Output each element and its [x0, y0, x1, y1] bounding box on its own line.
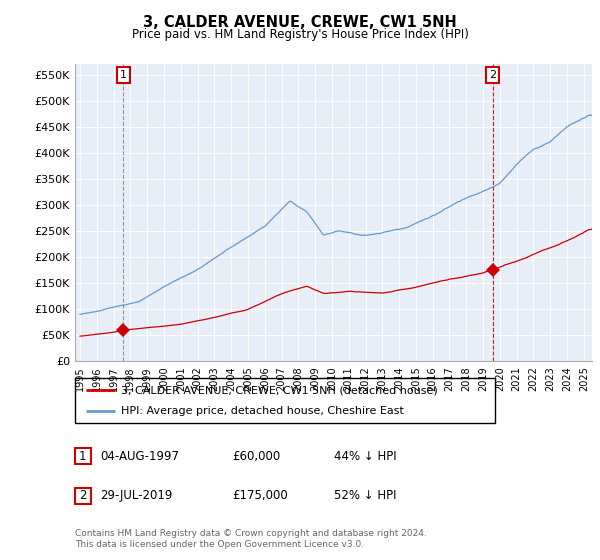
Text: 2: 2 [489, 70, 496, 80]
Text: 29-JUL-2019: 29-JUL-2019 [100, 489, 173, 502]
Text: 44% ↓ HPI: 44% ↓ HPI [334, 450, 397, 463]
Text: 52% ↓ HPI: 52% ↓ HPI [334, 489, 397, 502]
Text: Contains HM Land Registry data © Crown copyright and database right 2024.
This d: Contains HM Land Registry data © Crown c… [75, 529, 427, 549]
Text: 2: 2 [79, 489, 86, 502]
Text: Price paid vs. HM Land Registry's House Price Index (HPI): Price paid vs. HM Land Registry's House … [131, 28, 469, 41]
Text: £60,000: £60,000 [232, 450, 280, 463]
Text: 04-AUG-1997: 04-AUG-1997 [100, 450, 179, 463]
Text: £175,000: £175,000 [232, 489, 288, 502]
Text: 3, CALDER AVENUE, CREWE, CW1 5NH (detached house): 3, CALDER AVENUE, CREWE, CW1 5NH (detach… [121, 385, 438, 395]
Text: 1: 1 [120, 70, 127, 80]
Text: HPI: Average price, detached house, Cheshire East: HPI: Average price, detached house, Ches… [121, 405, 404, 416]
Text: 3, CALDER AVENUE, CREWE, CW1 5NH: 3, CALDER AVENUE, CREWE, CW1 5NH [143, 15, 457, 30]
Text: 1: 1 [79, 450, 86, 463]
